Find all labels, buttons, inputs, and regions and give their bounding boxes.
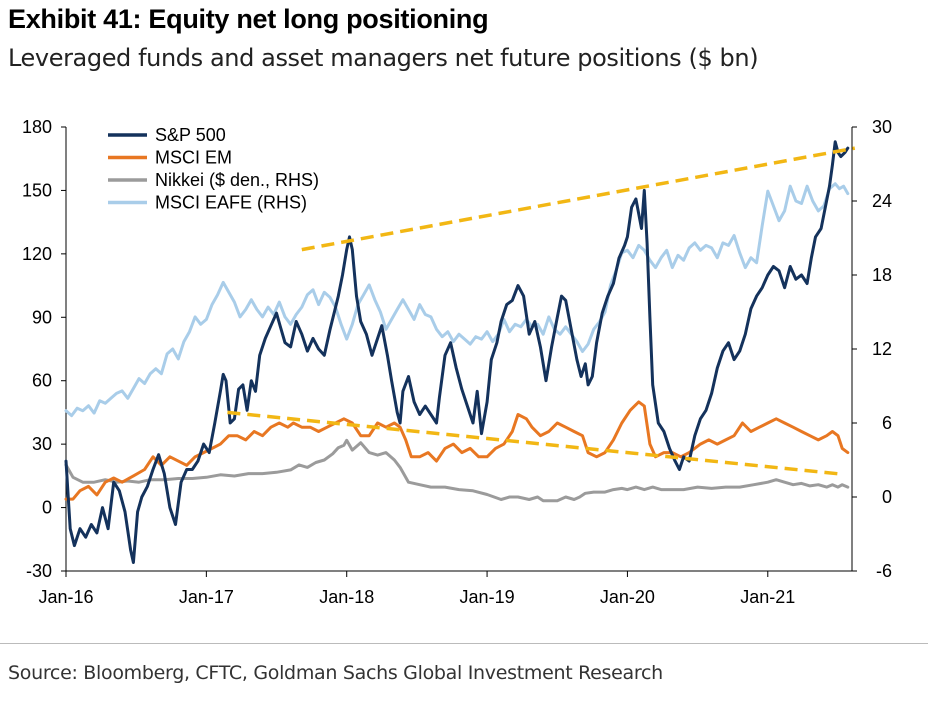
legend-label: MSCI EM	[155, 148, 232, 168]
left-tick-label: 0	[42, 498, 52, 518]
left-tick-label: 120	[22, 244, 52, 264]
series-line-msci-em	[64, 400, 850, 501]
x-tick-label: Jan-16	[38, 587, 93, 607]
divider	[0, 643, 928, 644]
trendlines	[227, 146, 856, 476]
left-tick-label: 90	[32, 307, 52, 327]
x-tick-label: Jan-20	[600, 587, 655, 607]
chart-title: Exhibit 41: Equity net long positioning	[8, 4, 489, 34]
right-tick-label: 24	[872, 191, 892, 211]
legend-label: MSCI EAFE (RHS)	[155, 193, 307, 213]
x-tick-label: Jan-19	[460, 587, 515, 607]
right-tick-label: 30	[872, 117, 892, 137]
left-tick-label: 30	[32, 434, 52, 454]
right-tick-label: 12	[872, 339, 892, 359]
left-tick-label: -30	[26, 561, 52, 581]
series-lines	[64, 140, 850, 564]
left-tick-label: 60	[32, 371, 52, 391]
left-tick-label: 150	[22, 180, 52, 200]
legend-label: Nikkei ($ den., RHS)	[155, 170, 319, 190]
right-tick-label: 0	[882, 487, 892, 507]
right-tick-label: 6	[882, 413, 892, 433]
lower-trendline	[227, 410, 839, 476]
right-tick-label: -6	[876, 561, 892, 581]
x-tick-label: Jan-21	[740, 587, 795, 607]
series-line-msci-eafe-rhs	[64, 182, 850, 418]
source-note: Source: Bloomberg, CFTC, Goldman Sachs G…	[8, 662, 663, 684]
upper-trendline	[301, 146, 856, 252]
x-tick-label: Jan-17	[179, 587, 234, 607]
series-line-nikkei-den-rhs	[64, 438, 850, 503]
chart-subtitle: Leveraged funds and asset managers net f…	[8, 44, 759, 72]
x-tick-label: Jan-18	[319, 587, 374, 607]
left-tick-label: 180	[22, 117, 52, 137]
legend-label: S&P 500	[155, 125, 226, 145]
series-line-s-p-500	[64, 140, 850, 564]
right-tick-label: 18	[872, 265, 892, 285]
